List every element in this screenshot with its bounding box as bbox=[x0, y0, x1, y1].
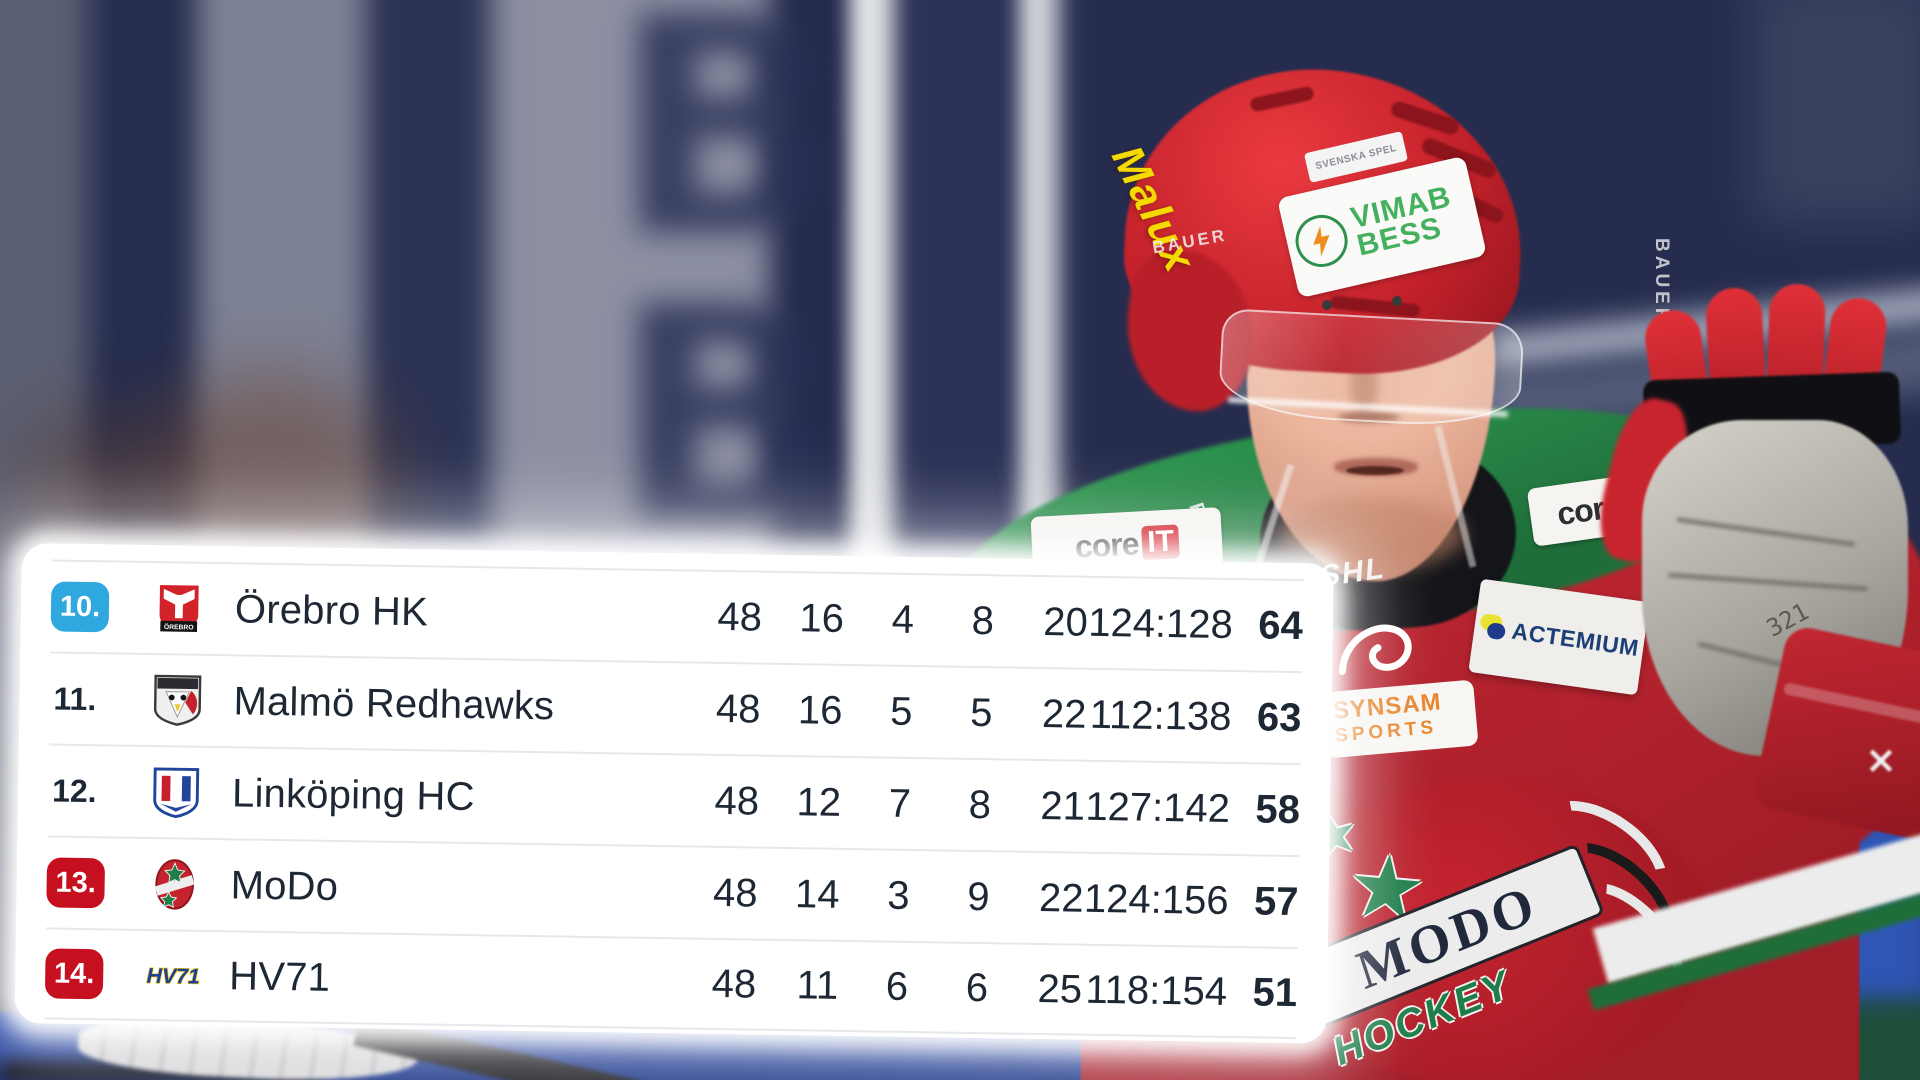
stat-wins: 14 bbox=[794, 871, 840, 917]
nose-shading bbox=[1338, 412, 1400, 422]
team-name: Örebro HK bbox=[234, 586, 429, 634]
jaw-shading bbox=[1280, 498, 1465, 570]
arena-letter: B bbox=[612, 0, 841, 303]
table-row: 13. MoDo 48 14 3 9 22 124:156 57 bbox=[45, 835, 1300, 948]
stat-wins: 12 bbox=[796, 779, 842, 825]
stat-games: 48 bbox=[714, 778, 760, 824]
stat-ot-losses: 9 bbox=[966, 874, 990, 919]
mouth bbox=[1346, 466, 1404, 475]
stat-goals: 124:128 bbox=[1087, 600, 1234, 647]
arena-highlight bbox=[1755, 0, 1920, 220]
stat-losses: 22 bbox=[1041, 691, 1087, 737]
stat-wins: 11 bbox=[796, 962, 839, 1008]
stat-games: 48 bbox=[711, 961, 757, 1007]
team-logo-linkoping bbox=[144, 763, 209, 822]
position-badge: 12. bbox=[51, 772, 97, 810]
stat-ot-wins: 5 bbox=[889, 689, 913, 734]
position-badge: 10. bbox=[50, 581, 110, 633]
svg-text:ÖREBRO: ÖREBRO bbox=[164, 622, 194, 631]
stat-losses: 21 bbox=[1040, 783, 1086, 829]
team-logo-malmo bbox=[145, 671, 210, 730]
vimab-bolt-icon bbox=[1290, 209, 1353, 273]
stat-points: 64 bbox=[1258, 602, 1304, 648]
stat-ot-wins: 7 bbox=[888, 781, 912, 826]
stat-games: 48 bbox=[715, 686, 761, 732]
stat-losses: 25 bbox=[1037, 966, 1083, 1012]
table-row: 14. HV71 HV71 48 11 6 6 25 118:154 51 bbox=[44, 927, 1298, 1040]
stat-points: 63 bbox=[1256, 694, 1302, 740]
vimab-bess-sticker: VIMAB BESS bbox=[1276, 155, 1488, 299]
coreit-it-label: IT bbox=[1141, 524, 1180, 561]
team-name: Linköping HC bbox=[231, 770, 475, 819]
position-badge: 11. bbox=[53, 680, 97, 718]
stat-points: 57 bbox=[1253, 878, 1299, 924]
stat-games: 48 bbox=[712, 870, 758, 916]
helmet-screw bbox=[1322, 300, 1332, 310]
cuff-strap bbox=[1782, 682, 1920, 732]
stat-games: 48 bbox=[717, 594, 763, 640]
team-name: HV71 bbox=[228, 953, 331, 1000]
stat-goals: 112:138 bbox=[1089, 692, 1232, 739]
stat-losses: 22 bbox=[1038, 875, 1084, 921]
stat-points: 51 bbox=[1252, 969, 1298, 1015]
fox-logo bbox=[1326, 602, 1424, 696]
team-name: MoDo bbox=[230, 862, 339, 909]
stat-ot-losses: 8 bbox=[971, 598, 995, 643]
stat-wins: 16 bbox=[799, 595, 845, 641]
stat-points: 58 bbox=[1255, 786, 1301, 832]
stat-losses: 20 bbox=[1043, 599, 1089, 645]
svg-text:HV71: HV71 bbox=[146, 964, 200, 989]
standings-table: 10. ÖREBRO Örebro HK 48 16 4 8 20 124:12… bbox=[14, 543, 1334, 1044]
stat-ot-losses: 8 bbox=[968, 782, 992, 827]
position-badge: 13. bbox=[46, 857, 106, 909]
team-logo-orebro: ÖREBRO bbox=[147, 579, 212, 638]
stat-ot-wins: 4 bbox=[891, 597, 915, 642]
position-badge: 14. bbox=[44, 948, 104, 1000]
arena-letter: B bbox=[612, 244, 841, 593]
synsam-patch: SYNSAM SPORTS bbox=[1321, 679, 1479, 759]
team-logo-modo bbox=[142, 855, 207, 914]
stat-goals: 118:154 bbox=[1085, 967, 1228, 1014]
hockey-glove: 321 × bbox=[1589, 280, 1920, 846]
stat-ot-wins: 3 bbox=[886, 873, 910, 918]
table-row: 12. Linköping HC 48 12 7 8 21 127:142 58 bbox=[47, 743, 1301, 856]
helmet-screw bbox=[1392, 296, 1402, 306]
team-name: Malmö Redhawks bbox=[233, 678, 555, 728]
table-row: 10. ÖREBRO Örebro HK 48 16 4 8 20 124:12… bbox=[50, 559, 1304, 672]
table-row: 11. Malmö Redhawks 48 16 5 5 22 112 bbox=[48, 651, 1303, 764]
stat-ot-losses: 5 bbox=[969, 690, 993, 735]
stat-goals: 124:156 bbox=[1083, 876, 1229, 923]
stat-wins: 16 bbox=[797, 687, 843, 733]
stat-ot-wins: 6 bbox=[885, 964, 909, 1009]
stat-ot-losses: 6 bbox=[965, 965, 989, 1010]
team-logo-hv71: HV71 bbox=[141, 946, 206, 1005]
stat-goals: 127:142 bbox=[1085, 784, 1231, 831]
actemium-logo-icon bbox=[1478, 612, 1507, 642]
cuff-x-mark: × bbox=[1865, 737, 1897, 782]
